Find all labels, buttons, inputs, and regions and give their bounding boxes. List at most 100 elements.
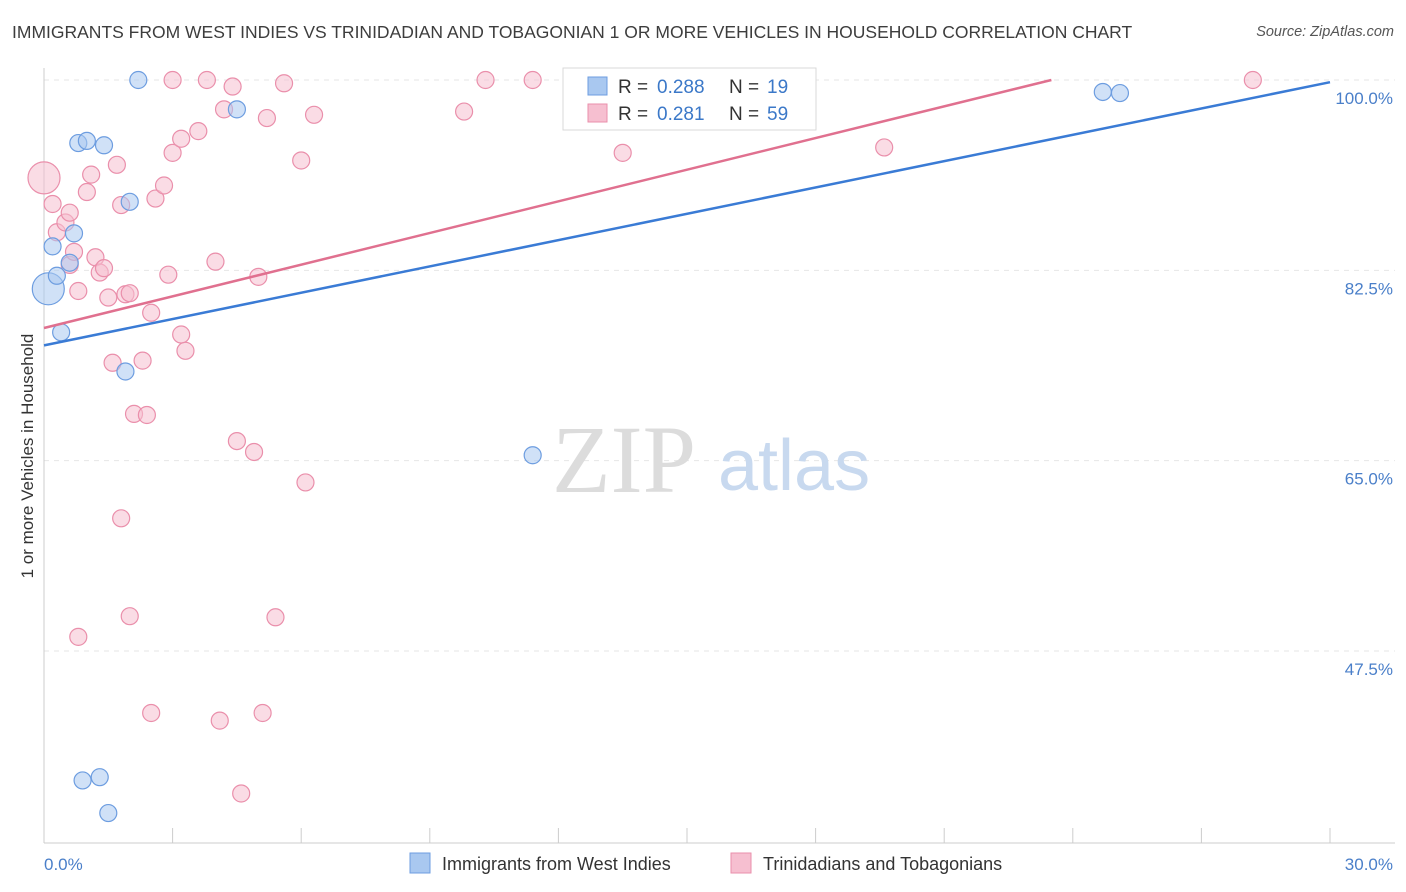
data-point	[77, 131, 96, 151]
watermark-zip: ZIP	[552, 406, 696, 513]
data-point	[64, 224, 84, 243]
data-point	[613, 143, 632, 162]
data-point	[304, 105, 324, 124]
y-tick-label: 47.5%	[1345, 660, 1393, 679]
data-point	[176, 341, 195, 360]
trend-line	[43, 80, 1331, 347]
data-point	[82, 165, 101, 184]
data-point	[296, 473, 315, 492]
legend-swatch-west-indies	[409, 852, 431, 874]
data-point	[120, 284, 139, 303]
legend-label-west-indies: Immigrants from West Indies	[442, 854, 671, 874]
data-point	[266, 608, 285, 627]
x-tick-label: 0.0%	[44, 855, 83, 874]
chart-title: IMMIGRANTS FROM WEST INDIES VS TRINIDADI…	[12, 22, 1133, 42]
data-point	[172, 325, 191, 344]
data-point	[154, 176, 174, 195]
data-point	[232, 784, 251, 803]
x-tick-labels: 0.0% 30.0%	[44, 855, 1393, 874]
data-point	[210, 711, 229, 730]
data-point	[103, 353, 122, 372]
source-credit: Source: ZipAtlas.com	[1256, 24, 1394, 40]
data-point	[163, 143, 182, 162]
watermark-atlas: atlas	[718, 426, 870, 506]
data-point	[90, 768, 109, 787]
data-point	[523, 446, 542, 465]
y-axis-label: 1 or more Vehicles in Household	[18, 334, 37, 579]
data-point	[197, 70, 216, 90]
data-point	[94, 259, 114, 278]
data-point	[133, 351, 152, 370]
legend-n-value-pink: 59	[767, 104, 788, 125]
data-point	[94, 136, 114, 155]
correlation-legend: R = 0.288 N = 19 R = 0.281 N = 59	[562, 67, 817, 131]
legend-n-label: N =	[729, 77, 759, 98]
data-point	[47, 266, 66, 285]
y-tick-label: 65.0%	[1345, 470, 1393, 489]
data-point	[142, 703, 161, 723]
data-point	[116, 362, 135, 381]
data-point	[60, 203, 79, 222]
data-point	[292, 151, 311, 170]
data-point	[1110, 83, 1130, 103]
x-tick-label: 30.0%	[1345, 855, 1393, 874]
data-point	[99, 288, 118, 307]
legend-n-value-blue: 19	[767, 77, 788, 98]
data-point	[189, 122, 208, 141]
legend-r-value-pink: 0.281	[657, 104, 705, 125]
data-point	[69, 627, 88, 646]
series-west-indies-points	[31, 70, 1130, 823]
data-point	[159, 265, 178, 284]
data-point	[146, 189, 165, 208]
data-point	[120, 192, 139, 211]
data-point	[227, 431, 246, 451]
data-point	[223, 77, 242, 96]
trend-line	[43, 78, 1052, 330]
data-point	[27, 161, 61, 195]
watermark: ZIP atlas	[552, 406, 870, 513]
legend-swatch-pink	[587, 103, 608, 123]
data-point	[163, 70, 182, 90]
data-point	[69, 281, 88, 301]
data-point	[1093, 82, 1112, 102]
data-point	[129, 70, 148, 90]
data-point	[107, 155, 126, 174]
legend-swatch-blue	[587, 76, 608, 96]
data-point	[257, 108, 277, 128]
data-point	[137, 405, 156, 425]
data-point	[244, 442, 264, 462]
legend-label-trinidadians: Trinidadians and Tobagonians	[763, 854, 1002, 874]
data-point	[43, 237, 62, 256]
data-point	[43, 194, 62, 214]
data-point	[274, 74, 294, 93]
y-tick-label: 82.5%	[1345, 279, 1393, 298]
data-point	[523, 70, 542, 90]
data-point	[253, 703, 272, 723]
series-trinidadians-points	[27, 70, 1262, 803]
data-point	[227, 100, 246, 119]
data-point	[206, 252, 225, 271]
data-point	[172, 129, 191, 148]
data-point	[875, 138, 894, 157]
legend-r-label: R =	[618, 104, 648, 125]
data-point	[77, 182, 96, 202]
data-point	[60, 253, 79, 272]
data-point	[476, 70, 495, 90]
trend-lines	[43, 78, 1331, 347]
data-point	[1243, 70, 1262, 90]
data-point	[454, 102, 474, 121]
data-point	[120, 607, 139, 626]
legend-n-label: N =	[729, 104, 759, 125]
legend-swatch-trinidadians	[730, 852, 752, 874]
data-point	[112, 509, 131, 528]
data-point	[73, 771, 92, 790]
series-legend: Immigrants from West Indies Trinidadians…	[409, 852, 1002, 874]
data-point	[99, 803, 118, 823]
y-tick-label: 100.0%	[1335, 89, 1393, 108]
legend-r-label: R =	[618, 77, 648, 98]
data-point	[142, 303, 161, 322]
gridlines	[44, 79, 1395, 652]
legend-r-value-blue: 0.288	[657, 77, 705, 98]
axes	[43, 68, 1395, 844]
